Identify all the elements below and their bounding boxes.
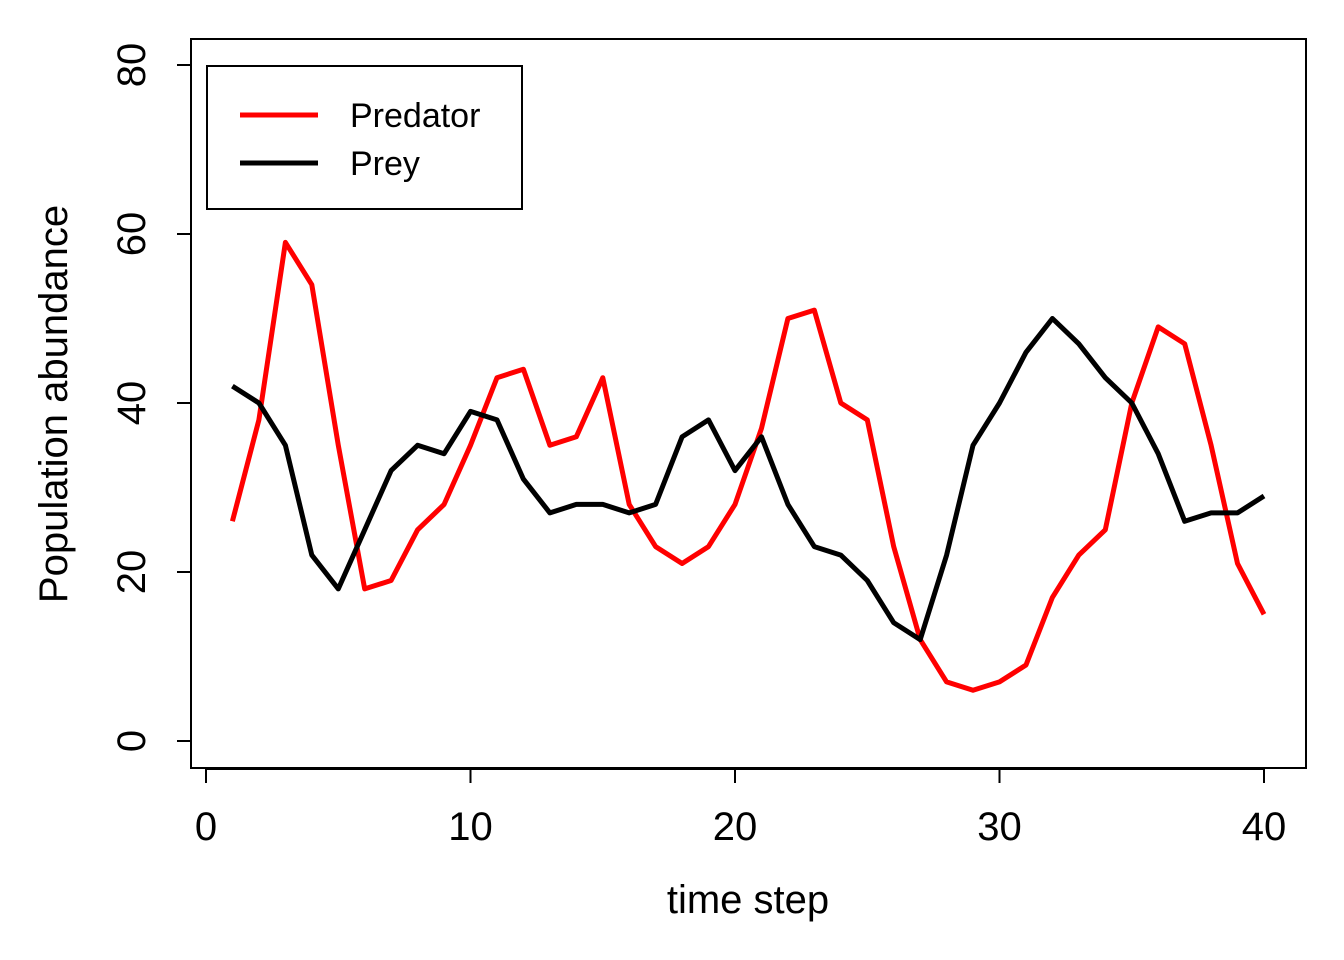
- y-tick-label: 0: [110, 730, 154, 752]
- x-tick-label: 40: [1242, 805, 1287, 849]
- series-line-predator: [229, 239, 1267, 693]
- y-axis: 0 20 40 60 80: [110, 43, 192, 752]
- series-layer: [229, 239, 1267, 693]
- y-tick-label: 80: [110, 43, 154, 88]
- x-axis-title: time step: [667, 878, 829, 922]
- y-tick-label: 60: [110, 212, 154, 257]
- y-tick-label: 40: [110, 381, 154, 426]
- x-axis: 0 10 20 30 40: [195, 768, 1287, 849]
- legend-label-predator: Predator: [350, 97, 480, 135]
- x-tick-label: 20: [713, 805, 758, 849]
- y-axis-title: Population abundance: [32, 205, 76, 603]
- y-tick-label: 20: [110, 550, 154, 595]
- x-tick-label: 0: [195, 805, 217, 849]
- legend: Predator Prey: [206, 65, 523, 210]
- legend-label-prey: Prey: [350, 145, 420, 183]
- x-tick-label: 30: [977, 805, 1022, 849]
- x-tick-label: 10: [448, 805, 493, 849]
- series-line-prey: [231, 316, 1266, 643]
- legend-box: [206, 65, 523, 210]
